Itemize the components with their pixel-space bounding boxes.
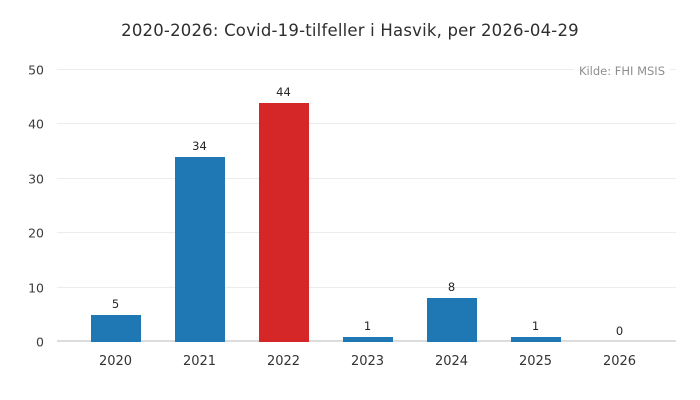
bar-2023 bbox=[342, 336, 393, 342]
y-tick-label-30: 30 bbox=[28, 171, 44, 187]
x-tick-label-2021: 2021 bbox=[182, 354, 217, 369]
gridline-y-50 bbox=[57, 69, 676, 70]
bar-2021 bbox=[174, 157, 225, 342]
bar-value-label-2022: 44 bbox=[276, 84, 291, 99]
x-tick-label-2023: 2023 bbox=[350, 354, 385, 369]
gridline-y-20 bbox=[57, 232, 676, 234]
bar-value-label-2026: 0 bbox=[615, 324, 624, 338]
x-tick-label-2025: 2025 bbox=[518, 354, 553, 369]
chart-title: 2020-2026: Covid-19-tilfeller i Hasvik, … bbox=[121, 21, 579, 40]
x-tick-label-2024: 2024 bbox=[434, 354, 469, 369]
gridline-y-10 bbox=[57, 286, 676, 288]
bar-2022 bbox=[258, 102, 309, 342]
bar-value-label-2023: 1 bbox=[363, 318, 372, 333]
y-tick-label-50: 50 bbox=[28, 62, 44, 78]
gridline-y-30 bbox=[57, 177, 676, 179]
y-tick-label-0: 0 bbox=[36, 334, 44, 350]
y-tick-label-20: 20 bbox=[28, 225, 44, 241]
y-tick-label-40: 40 bbox=[28, 116, 44, 132]
bar-2020 bbox=[90, 314, 141, 342]
bar-2025 bbox=[510, 336, 561, 342]
bar-value-label-2025: 1 bbox=[531, 318, 540, 333]
gridline-y-40 bbox=[57, 123, 676, 125]
x-tick-label-2026: 2026 bbox=[602, 354, 637, 369]
bar-value-label-2021: 34 bbox=[192, 139, 207, 154]
source-attribution-label: Kilde: FHI MSIS bbox=[573, 64, 670, 78]
plot-area: 0 10 20 30 40 50 5 2020 34 2021 44 2022 1 2023 8 2024 1 2… bbox=[28, 63, 676, 369]
bar-value-label-2024: 8 bbox=[447, 280, 456, 295]
bar-value-label-2020: 5 bbox=[111, 296, 120, 311]
x-tick-label-2022: 2022 bbox=[266, 354, 301, 369]
x-tick-label-2020: 2020 bbox=[98, 354, 133, 369]
y-tick-label-10: 10 bbox=[28, 280, 44, 296]
bar-2024 bbox=[426, 298, 477, 342]
